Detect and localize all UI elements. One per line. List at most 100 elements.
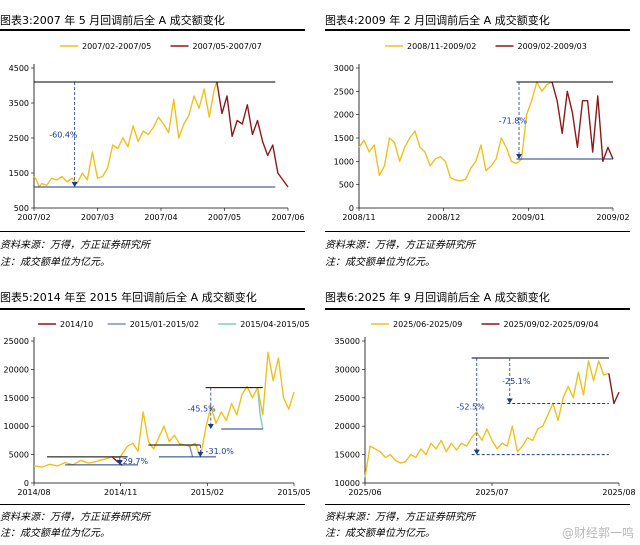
source-note: 资料来源：万得，方正证券研究所 [0, 512, 150, 523]
x-tick-label: 2008/12 [427, 213, 460, 222]
chart-panel-2014-2015: 图表5:2014 年至 2015 年回调前后全 A 成交额变化 2014/10 2… [0, 283, 311, 545]
y-tick-label: 10000 [335, 479, 360, 488]
drawdown-label: -25.1% [502, 377, 531, 386]
chart-title: 图表6:2025 年 9 月回调前后全 A 成交额变化 [325, 291, 550, 304]
source-rule [325, 231, 630, 232]
drawdown-label: -60.4% [49, 131, 78, 140]
y-tick-label: 35000 [335, 337, 360, 346]
title-rule [325, 29, 630, 31]
source-note: 资料来源：万得，方正证券研究所 [325, 240, 475, 251]
title-rule [0, 308, 305, 310]
y-tick-label: 20000 [335, 422, 360, 431]
drawdown-label: -29.7% [120, 457, 149, 466]
unit-note: 注：成交额单位为亿元。 [325, 528, 435, 539]
x-tick-label: 2014/08 [17, 488, 50, 497]
series-line [33, 351, 295, 468]
legend-label: 2025/09/02-2025/09/04 [504, 320, 599, 329]
series-line [551, 81, 614, 163]
x-tick-label: 2025/08 [602, 488, 635, 497]
chart-plot: 2025/06-2025/09 2025/09/02-2025/09/04 1000… [335, 320, 636, 497]
title-rule [325, 308, 630, 310]
y-tick-label: 2500 [334, 87, 354, 96]
y-tick-label: 25000 [335, 394, 360, 403]
chart-plot: 2008/11-2009/02 2009/02-2009/03 0 500 1000 15… [334, 42, 630, 222]
y-tick-label: 0 [24, 479, 29, 488]
x-tick-label: 2025/06 [348, 488, 381, 497]
y-tick-label: 20000 [4, 365, 29, 374]
y-tick-label: 25000 [4, 337, 29, 346]
y-tick-label: 10000 [4, 422, 29, 431]
series-line [358, 81, 553, 182]
legend-label: 2025/06-2025/09 [393, 320, 462, 329]
source-rule [0, 231, 305, 232]
drawdown-label: -45.5% [187, 404, 216, 413]
drop-arrow-head [473, 449, 480, 455]
legend-label: 2007/05-2007/07 [193, 42, 262, 51]
drawdown-label: -52.5% [456, 402, 485, 411]
y-tick-label: 2000 [334, 111, 354, 120]
unit-note: 注：成交额单位为亿元。 [0, 257, 110, 268]
y-tick-label: 1500 [9, 169, 29, 178]
x-tick-label: 2009/01 [512, 213, 545, 222]
watermark: @财经郭一鸣 [561, 526, 634, 540]
legend-label: 2009/02-2009/03 [518, 42, 587, 51]
x-tick-label: 2007/05 [208, 213, 241, 222]
y-tick-label: 30000 [335, 365, 360, 374]
y-tick-label: 2500 [9, 134, 29, 143]
drawdown-label: -31.0% [206, 447, 235, 456]
x-tick-label: 2007/03 [81, 213, 114, 222]
drop-arrow-head [516, 154, 523, 159]
drop-arrow-head [207, 424, 214, 430]
series-line [216, 81, 289, 188]
y-tick-label: 3500 [9, 99, 29, 108]
y-tick-label: 15000 [4, 394, 29, 403]
y-tick-label: 4500 [9, 64, 29, 73]
drop-arrow-head [197, 451, 204, 457]
y-tick-label: 0 [349, 204, 354, 213]
chart-panel-2009: 图表4:2009 年 2 月回调前后全 A 成交额变化 2008/11-2009… [325, 0, 630, 272]
x-tick-label: 2007/06 [271, 213, 304, 222]
chart-title: 图表5:2014 年至 2015 年回调前后全 A 成交额变化 [0, 291, 257, 304]
chart-title: 图表4:2009 年 2 月回调前后全 A 成交额变化 [325, 14, 550, 27]
y-tick-label: 500 [339, 181, 354, 190]
y-tick-label: 1500 [334, 134, 354, 143]
drop-arrow-head [71, 182, 78, 187]
drop-arrow-head [116, 459, 123, 465]
chart-title: 图表3:2007 年 5 月回调前后全 A 成交额变化 [0, 14, 225, 27]
series-line [608, 373, 620, 405]
x-tick-label: 2009/02 [596, 213, 629, 222]
y-tick-label: 500 [14, 204, 29, 213]
x-tick-label: 2007/04 [144, 213, 177, 222]
series-line [364, 360, 610, 478]
x-tick-label: 2008/11 [342, 213, 375, 222]
drop-arrow-head [506, 398, 513, 404]
series-line [111, 456, 123, 466]
legend-label: 2014/10 [60, 320, 93, 329]
legend-label: 2008/11-2009/02 [407, 42, 476, 51]
chart-panel-2025: 图表6:2025 年 9 月回调前后全 A 成交额变化 2025/06-2025… [325, 283, 636, 545]
y-tick-label: 5000 [9, 451, 29, 460]
x-tick-label: 2015/05 [277, 488, 310, 497]
x-tick-label: 2007/02 [17, 213, 50, 222]
series-line [256, 387, 264, 430]
x-tick-label: 2014/11 [104, 488, 137, 497]
y-tick-label: 3000 [334, 64, 354, 73]
source-note: 资料来源：万得，方正证券研究所 [0, 240, 150, 251]
chart-panel-2007: 图表3:2007 年 5 月回调前后全 A 成交额变化 2007/02-2007… [0, 0, 305, 272]
unit-note: 注：成交额单位为亿元。 [0, 528, 110, 539]
legend-label: 2007/02-2007/05 [82, 42, 151, 51]
source-rule [0, 504, 305, 505]
drawdown-label: -71.8% [499, 117, 528, 126]
chart-plot: 2007/02-2007/05 2007/05-2007/07 500 1500 250… [9, 42, 305, 222]
x-tick-label: 2025/07 [475, 488, 508, 497]
source-rule [325, 504, 630, 505]
title-rule [0, 29, 305, 31]
y-tick-label: 1000 [334, 157, 354, 166]
series-line [33, 81, 218, 188]
source-note: 资料来源：万得，方正证券研究所 [325, 512, 475, 523]
x-tick-label: 2015/02 [191, 488, 224, 497]
legend-label: 2015/01-2015/02 [130, 320, 199, 329]
legend-label: 2015/04-2015/05 [240, 320, 309, 329]
y-tick-label: 15000 [335, 451, 360, 460]
chart-plot: 2014/10 2015/01-2015/02 2015/04-2015/05 0 50… [4, 320, 311, 497]
